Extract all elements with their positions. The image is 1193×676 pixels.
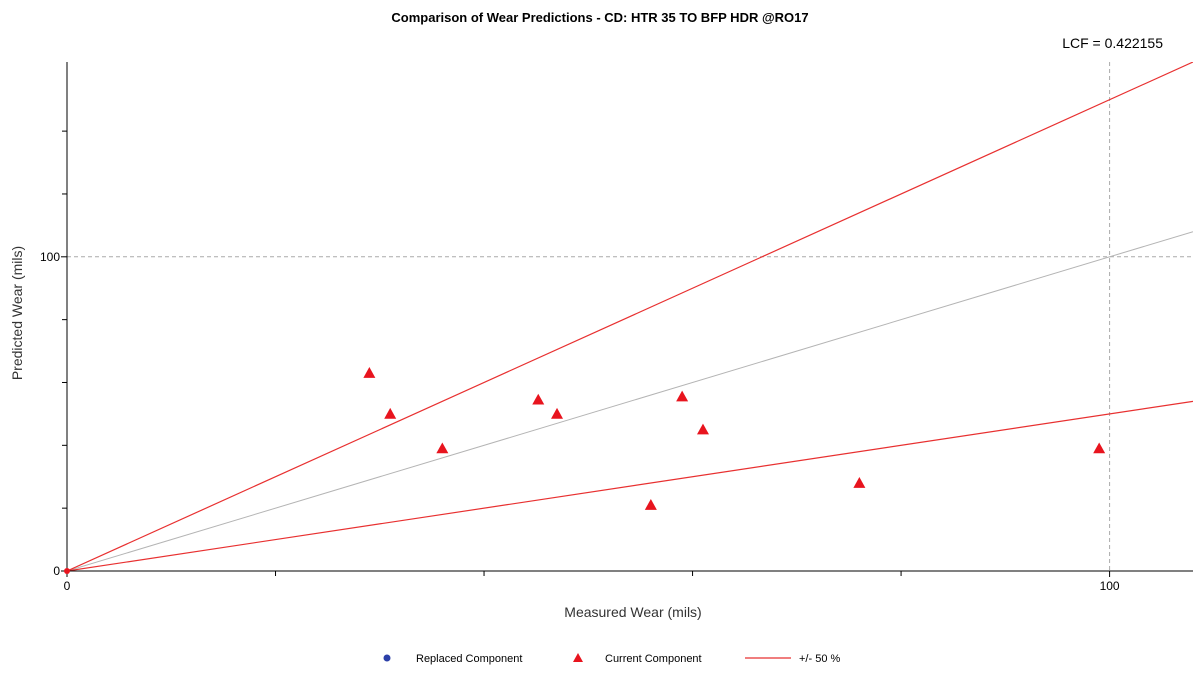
reference-line-equality	[67, 231, 1193, 571]
legend-symbol-triangle	[573, 653, 583, 662]
chart-title: Comparison of Wear Predictions - CD: HTR…	[391, 10, 808, 25]
data-point-triangle	[363, 367, 376, 378]
x-axis-label: Measured Wear (mils)	[564, 604, 701, 620]
series-current-component	[363, 367, 1106, 510]
lcf-annotation: LCF = 0.422155	[1062, 35, 1163, 51]
data-point-triangle	[644, 499, 657, 510]
origin-marker	[64, 568, 70, 574]
data-point-triangle	[384, 407, 397, 419]
legend-label: Replaced Component	[416, 653, 522, 665]
legend: Replaced Component Current Component +/- 5…	[383, 653, 840, 665]
reference-line-50	[67, 62, 1193, 571]
y-tick-label: 100	[40, 250, 60, 264]
y-axis-label: Predicted Wear (mils)	[9, 246, 25, 380]
reference-line-50	[67, 400, 1193, 571]
legend-label: Current Component	[605, 653, 702, 665]
y-tick-label: 0	[53, 564, 60, 578]
data-point-triangle	[696, 423, 709, 435]
reference-lines	[67, 62, 1193, 571]
data-point-triangle	[1093, 442, 1106, 454]
data-point-triangle	[532, 393, 545, 405]
x-tick-label: 0	[64, 579, 71, 593]
plot-area: 0 100 0 100	[40, 62, 1193, 593]
x-tick-label: 100	[1100, 579, 1120, 593]
legend-symbol-circle	[383, 654, 391, 662]
legend-label: +/- 50 %	[799, 653, 840, 665]
data-point-triangle	[676, 390, 689, 402]
data-point-triangle	[853, 477, 866, 488]
data-point-triangle	[436, 442, 449, 454]
data-point-triangle	[551, 407, 564, 419]
